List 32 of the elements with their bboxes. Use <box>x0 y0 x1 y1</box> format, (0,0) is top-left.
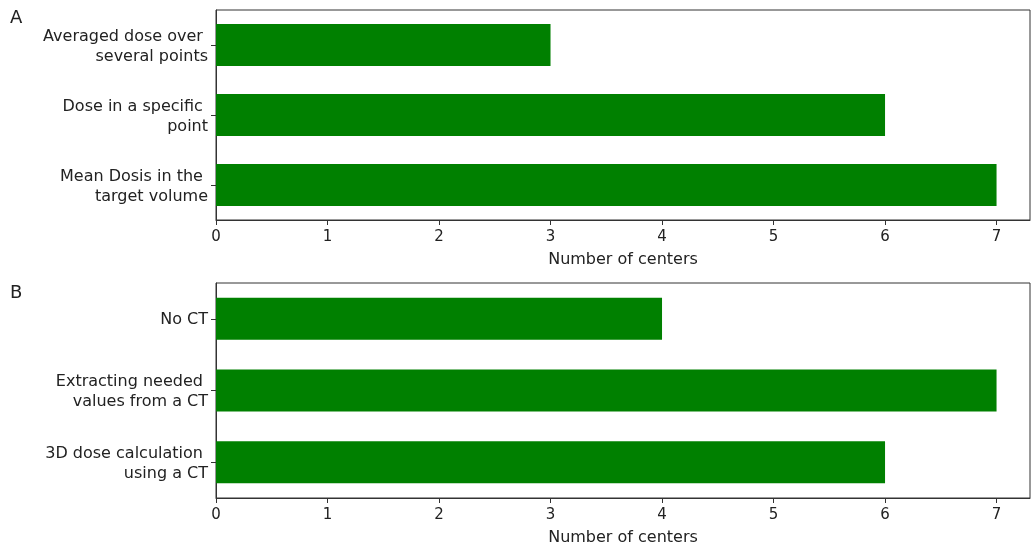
x-axis-title: Number of centers <box>548 248 698 268</box>
y-tick-label: Averaged dose over several points <box>43 25 208 65</box>
y-tick-label: 3D dose calculation using a CT <box>45 442 209 482</box>
x-tick-label: 1 <box>322 226 333 245</box>
x-tick-label: 6 <box>880 226 890 245</box>
bar <box>216 164 997 206</box>
x-tick-label: 3 <box>545 226 556 245</box>
x-tick-label: 7 <box>991 226 1002 245</box>
x-tick-label: 6 <box>880 504 890 523</box>
bar <box>216 441 886 484</box>
y-tick-label: Dose in a specific point <box>62 95 208 135</box>
x-tick-label: 0 <box>211 226 221 245</box>
text: A <box>10 5 23 27</box>
bar <box>216 94 886 136</box>
x-tick-label: 3 <box>545 504 556 523</box>
text: B <box>10 280 23 302</box>
x-tick-label: 2 <box>434 226 444 245</box>
x-tick-label: 5 <box>768 504 779 523</box>
x-tick-label: 2 <box>434 504 444 523</box>
x-tick-label: 5 <box>768 226 779 245</box>
x-tick-label: 1 <box>322 504 333 523</box>
bar <box>216 24 551 66</box>
x-tick-label: 7 <box>991 504 1002 523</box>
y-tick-label: Extracting needed values from a CT <box>55 371 209 410</box>
y-tick-label: Mean Dosis in the target volume <box>59 165 208 205</box>
y-tick-label: No CT <box>160 309 209 329</box>
x-tick-label: 4 <box>657 226 667 245</box>
bar <box>216 297 663 340</box>
bar <box>216 369 997 412</box>
x-axis-title: Number of centers <box>548 526 698 546</box>
x-tick-label: 0 <box>211 504 221 523</box>
x-tick-label: 4 <box>657 504 667 523</box>
